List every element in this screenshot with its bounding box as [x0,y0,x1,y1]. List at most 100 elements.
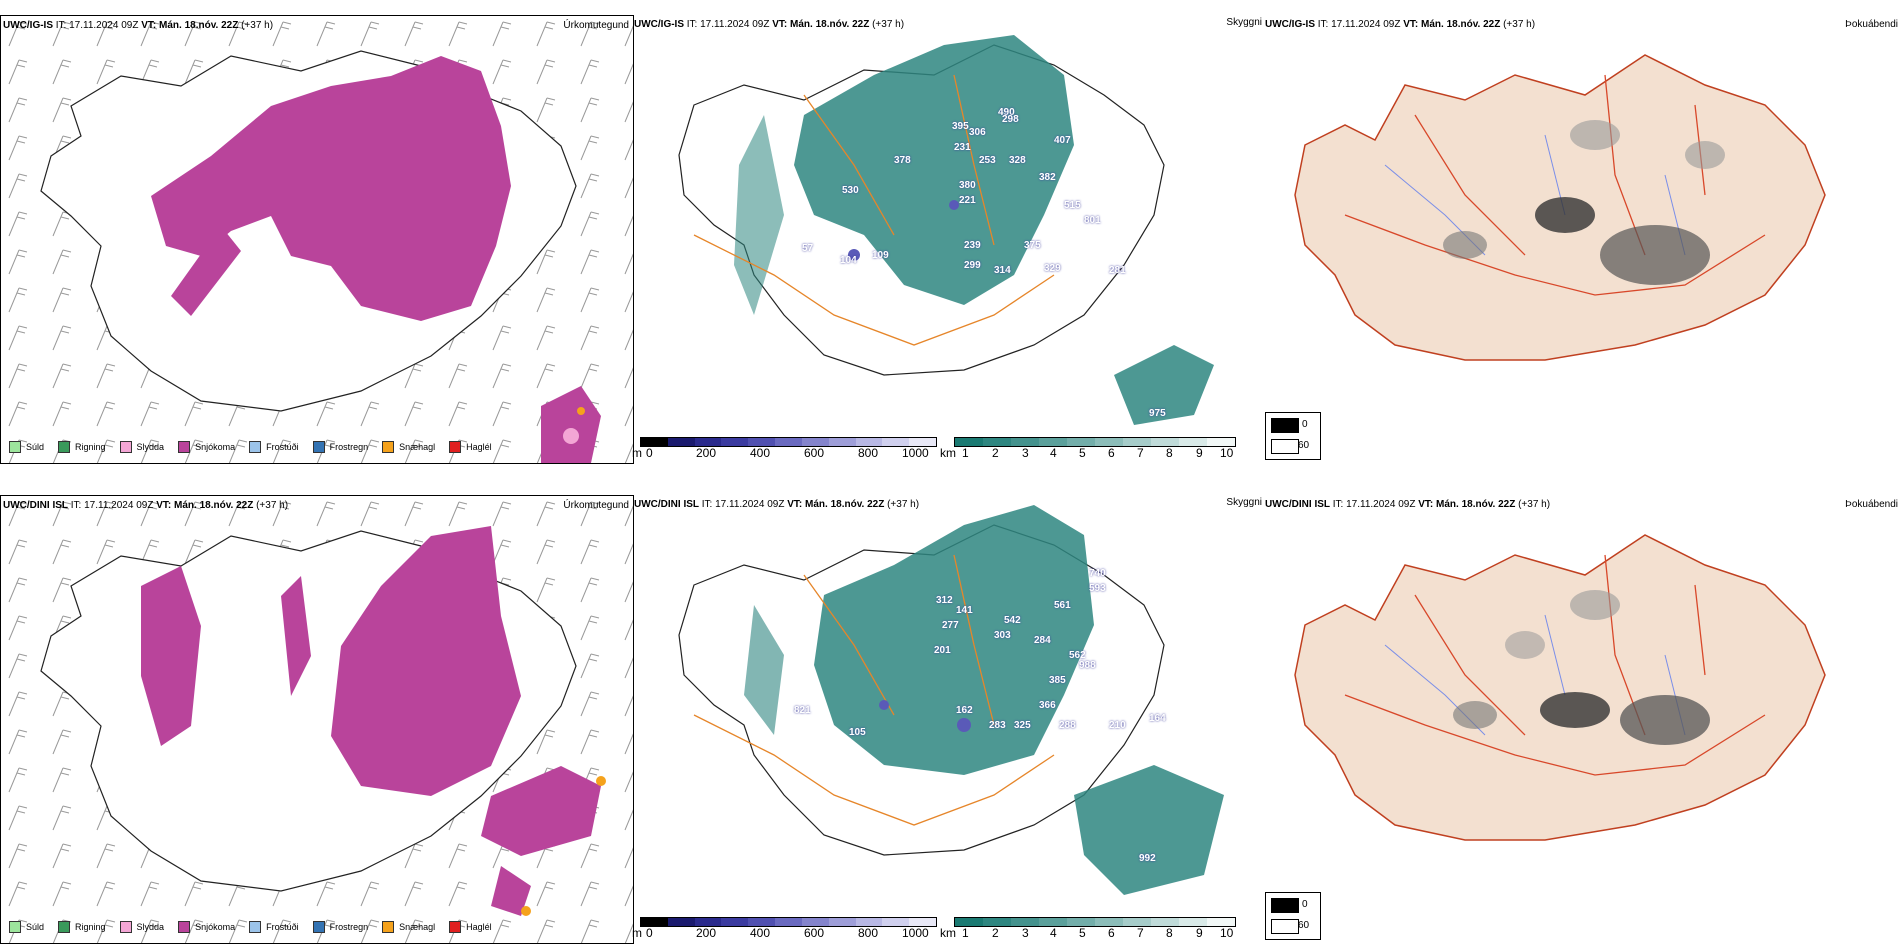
it-label: IT: [701,499,713,510]
colorbar-bin [983,438,1011,446]
legend-label: Haglél [466,442,492,452]
colorbar-bin [1011,438,1039,446]
fog-map-row1 [1294,54,1826,361]
panel-title-vis: Skyggni [1226,17,1262,28]
cloud-base-label: 515 [1064,200,1081,211]
vt-value: Mán. 18.nóv. 22Z [159,20,239,31]
legend-item: Slydda [119,921,164,933]
fog-key-swatch [1271,418,1299,433]
low-cloud-spot [957,718,971,732]
colorbar-bin [694,438,722,446]
it-value: 17.11.2024 09Z [700,19,770,30]
colorbar-bin [909,918,936,926]
colorbar-bin [955,438,983,446]
snow-area [151,56,511,321]
legend-swatch [58,921,71,933]
legend-item: Frostregn [312,921,369,933]
fog-indicator-medium [1443,231,1487,259]
colorbar-bin [1067,918,1095,926]
fog-key-row2: 0 60 [1265,892,1321,940]
visibility-panel-row1: UWC/IG-IS IT: 17.11.2024 09Z VT: Mán. 18… [634,15,1264,462]
fog-indicator-medium [1505,631,1545,659]
hail-spot [596,776,606,786]
low-visibility-area-west [744,605,784,735]
colorbar-bin [855,438,883,446]
colorbar-bin [1067,438,1095,446]
header-row2-vis: UWC/DINI ISL IT: 17.11.2024 09Z VT: Mán.… [634,499,919,510]
legend-label: Slydda [136,442,165,452]
legend-item: Slydda [119,441,165,453]
cloud-base-label: 530 [842,185,859,196]
vt-value: Mán. 18.nóv. 22Z [1421,19,1501,30]
cloud-base-label: 221 [959,195,976,206]
it-label: IT: [55,20,67,31]
colorbar-bin [1039,438,1067,446]
legend-swatch [119,441,132,453]
snow-area [331,526,521,796]
legend-swatch [312,441,325,453]
colorbar-bin [828,438,856,446]
colorbar-tick: 10 [1220,446,1234,460]
visibility-ticks-row1: km 1 2 3 4 5 6 7 8 9 10 [940,446,1245,460]
colorbar-bin [983,918,1011,926]
legend-swatch [178,441,191,453]
model-name: UWC/DINI ISL [634,499,699,510]
cloud-base-label: 385 [1049,675,1066,686]
cloud-base-label: 542 [1004,615,1021,626]
fog-key-swatch [1271,919,1299,934]
colorbar-bin [667,918,695,926]
cloudbase-colorbar-row2 [640,917,937,927]
low-visibility-offshore [1074,765,1224,895]
cloud-base-label: 329 [1044,263,1061,274]
colorbar-tick: 7 [1137,926,1144,940]
cloud-base-label: 375 [1024,240,1041,251]
model-name: UWC/IG-IS [1265,19,1315,30]
precip-legend-row1: Súld Rigning Slydda Snjókoma Frostúði Fr… [9,441,506,453]
colorbar-bin [721,438,749,446]
it-label: IT: [70,500,82,511]
legend-swatch [382,441,395,453]
snow-streak [281,576,311,696]
fog-panel-row2: UWC/DINI ISL IT: 17.11.2024 09Z VT: Mán.… [1265,495,1900,942]
cloud-base-label: 164 [1149,713,1166,724]
cloud-base-label: 284 [1034,635,1051,646]
legend-swatch [449,921,462,933]
fog-indicator-medium [1570,590,1620,620]
legend-label: Snjókoma [195,442,236,452]
colorbar-bin [855,918,883,926]
colorbar-bin [748,438,776,446]
model-name: UWC/DINI ISL [1265,499,1330,510]
cloud-base-label: 975 [1149,408,1166,419]
legend-swatch [449,441,462,453]
road-network [693,74,1055,346]
colorbar-bin [1151,918,1179,926]
cloud-base-label: 378 [894,155,911,166]
legend-item: Rigning [58,441,106,453]
colorbar-bin [721,918,749,926]
low-visibility-offshore [1114,345,1214,425]
it-value: 17.11.2024 09Z [69,20,139,31]
colorbar-tick: 800 [858,926,879,940]
legend-label: Snæhagl [399,922,436,932]
cloud-base-label: 380 [959,180,976,191]
lead-time: (+37 h) [1503,19,1536,30]
fog-key-label: 60 [1298,920,1310,931]
panel-title-fog: Þokuábendi [1845,19,1898,30]
legend-label: Frostregn [329,922,369,932]
model-name: UWC/IG-IS [3,20,53,31]
legend-swatch [9,441,21,453]
legend-swatch [178,921,191,933]
legend-label: Rigning [75,922,106,932]
cloud-base-label: 593 [1089,583,1106,594]
colorbar-tick: 1000 [902,446,929,460]
colorbar-bin [748,918,776,926]
cloud-base-label: 253 [979,155,996,166]
it-value: 17.11.2024 09Z [1331,19,1401,30]
cloud-base-label: 283 [989,720,1006,731]
lead-time: (+37 h) [887,499,920,510]
fog-indicator-high [1620,695,1710,745]
colorbar-bin [1151,438,1179,446]
colorbar-tick: 7 [1137,446,1144,460]
cloud-base-label: 303 [994,630,1011,641]
colorbar-tick: 1 [962,926,969,940]
